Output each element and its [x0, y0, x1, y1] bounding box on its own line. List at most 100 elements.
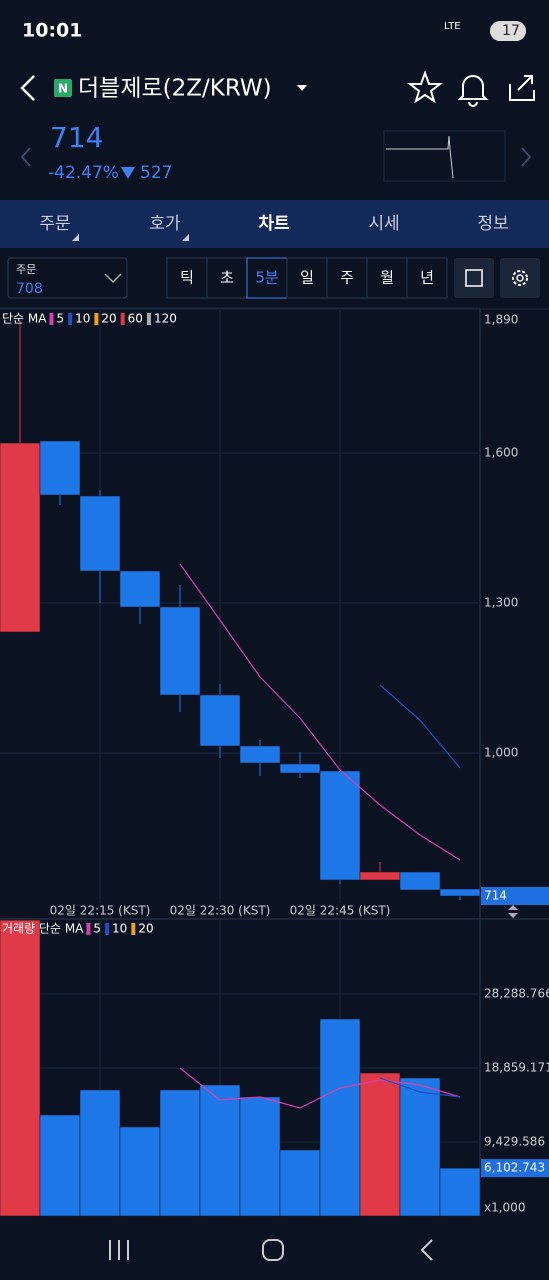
- legend-swatch: [146, 313, 151, 325]
- legend-swatch: [131, 923, 136, 935]
- battery-level: 17: [502, 23, 520, 39]
- candle-body: [39, 440, 81, 496]
- candle-body: [399, 871, 441, 891]
- legend-label: 60: [128, 312, 143, 326]
- draw-icon: [465, 269, 483, 287]
- period-button[interactable]: [406, 257, 448, 299]
- volume-bar: [79, 1089, 121, 1217]
- settings-button[interactable]: [500, 258, 540, 298]
- legend-label: 10: [75, 312, 90, 326]
- ma-line: [179, 563, 461, 861]
- favorite-button[interactable]: [407, 70, 443, 104]
- candle-body: [359, 871, 401, 881]
- period-button[interactable]: [366, 257, 408, 299]
- period-label: 5분: [255, 269, 279, 287]
- candle-body: [159, 606, 201, 696]
- status-network: LTE: [444, 21, 461, 32]
- legend-label: 20: [101, 312, 116, 326]
- period-label: 틱: [180, 269, 194, 287]
- order-label: 주문: [16, 263, 36, 276]
- legend-swatch: [49, 313, 54, 325]
- back-nav-button[interactable]: [420, 1239, 433, 1261]
- legend-label: 120: [154, 312, 177, 326]
- y-tick-label: 1,600: [484, 446, 518, 460]
- x-tick-label: 02일 22:45 (KST): [290, 904, 391, 918]
- coin-title[interactable]: 더블제로(2Z/KRW): [78, 76, 272, 102]
- settings-icon-center: [516, 274, 524, 282]
- alert-button[interactable]: [457, 75, 489, 107]
- volume-bar: [359, 1072, 401, 1217]
- volume-bar: [239, 1096, 281, 1217]
- order-value: 708: [16, 281, 43, 297]
- tab[interactable]: 시세: [368, 214, 399, 234]
- unit-label: x1,000: [484, 1201, 525, 1215]
- volume-bar: [0, 919, 41, 1217]
- volume-bar: [119, 1126, 161, 1217]
- badge: [54, 79, 72, 97]
- current-value-tag: [481, 1159, 549, 1178]
- candle-body: [199, 694, 241, 747]
- next-button[interactable]: [521, 147, 532, 167]
- tab-bar: [0, 200, 549, 248]
- volume-bar: [279, 1149, 321, 1217]
- period-button[interactable]: [166, 257, 208, 299]
- tab-indicator: [72, 234, 79, 241]
- legend-title: 거래량 단순 MA: [2, 922, 84, 936]
- legend-swatch: [86, 923, 91, 935]
- legend-label: 20: [138, 922, 153, 936]
- legend-swatch: [105, 923, 110, 935]
- candle-body: [279, 763, 321, 774]
- ma-line: [179, 1067, 461, 1109]
- volume-bar: [439, 1167, 481, 1217]
- change-amount: 527: [140, 163, 172, 183]
- x-tick-label: 02일 22:30 (KST): [170, 904, 271, 918]
- down-arrow: [121, 167, 135, 179]
- dropdown-icon: [104, 273, 122, 284]
- prev-button[interactable]: [20, 147, 31, 167]
- y-tick-label: 18,859.171: [484, 1060, 549, 1074]
- y-tick-label: 1,000: [484, 746, 518, 760]
- battery: [490, 21, 526, 41]
- recents-button[interactable]: [109, 1240, 129, 1260]
- share-button[interactable]: [509, 75, 535, 101]
- order-dropdown[interactable]: [7, 257, 128, 299]
- resize-handle[interactable]: [508, 905, 518, 918]
- volume-bar: [319, 1018, 361, 1217]
- change-percent: -42.47%: [48, 163, 119, 183]
- dropdown-icon[interactable]: [297, 85, 307, 91]
- ma-line: [379, 1077, 461, 1098]
- legend-title: 단순 MA: [2, 312, 47, 326]
- tab[interactable]: 차트: [258, 214, 290, 234]
- volume-bar: [199, 1084, 241, 1217]
- volume-bar: [399, 1077, 441, 1217]
- candle-body: [0, 442, 41, 633]
- period-label: 일: [300, 269, 314, 287]
- candle-body: [319, 770, 361, 881]
- candle-body: [439, 888, 481, 897]
- tab[interactable]: 정보: [477, 214, 508, 234]
- tab[interactable]: 주문: [39, 214, 70, 234]
- legend-swatch: [68, 313, 73, 325]
- tab[interactable]: 호가: [149, 214, 181, 234]
- back-button[interactable]: [20, 75, 35, 101]
- draw-button[interactable]: [454, 258, 494, 298]
- candle-body: [239, 745, 281, 764]
- mini-chart-line: [386, 135, 454, 179]
- volume-bar: [159, 1089, 201, 1217]
- legend-swatch: [94, 313, 99, 325]
- period-button[interactable]: [326, 257, 368, 299]
- period-label: 주: [340, 269, 354, 287]
- settings-icon: [512, 270, 528, 286]
- period-button[interactable]: [246, 257, 288, 299]
- legend-label: 5: [56, 312, 64, 326]
- badge-text: N: [58, 82, 68, 96]
- period-button[interactable]: [286, 257, 328, 299]
- y-tick-label: 1,300: [484, 596, 518, 610]
- nav-bar: [0, 1216, 549, 1280]
- home-button[interactable]: [262, 1239, 284, 1261]
- period-label: 년: [420, 269, 434, 287]
- ma-line: [379, 684, 461, 769]
- x-tick-label: 02일 22:15 (KST): [50, 904, 151, 918]
